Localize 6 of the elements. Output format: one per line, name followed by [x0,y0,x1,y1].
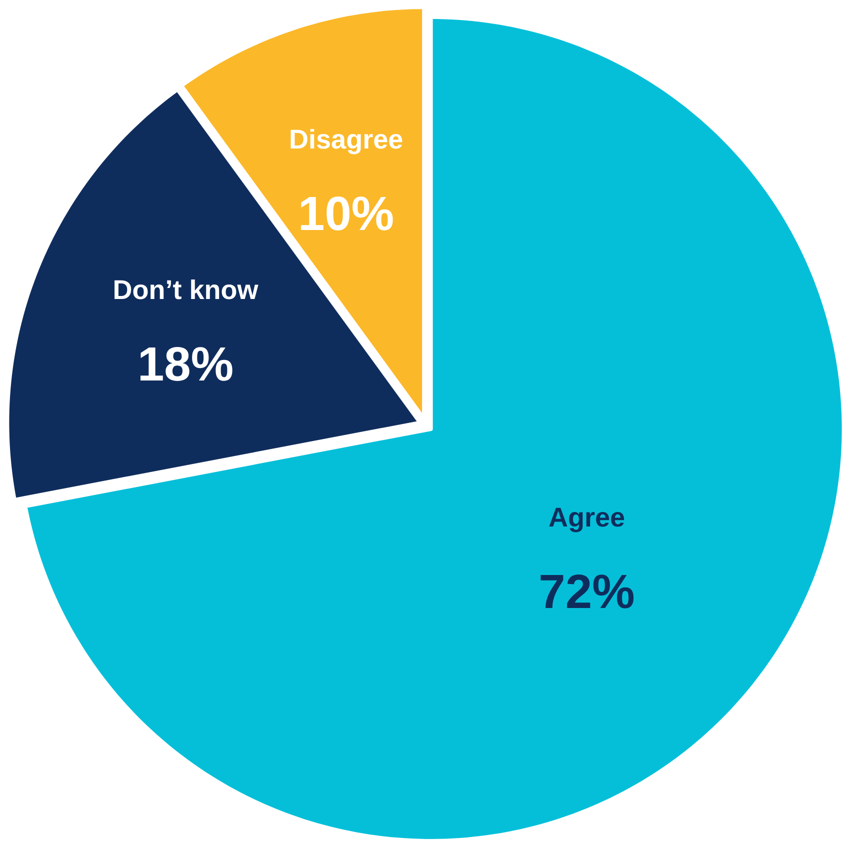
data-label: 10% [298,188,394,241]
slice-label: Agree [548,502,625,533]
slice-label: Disagree [289,124,404,155]
data-label: 18% [137,338,234,392]
slice-label: Don’t know [112,275,260,306]
data-label: 72% [538,566,635,619]
